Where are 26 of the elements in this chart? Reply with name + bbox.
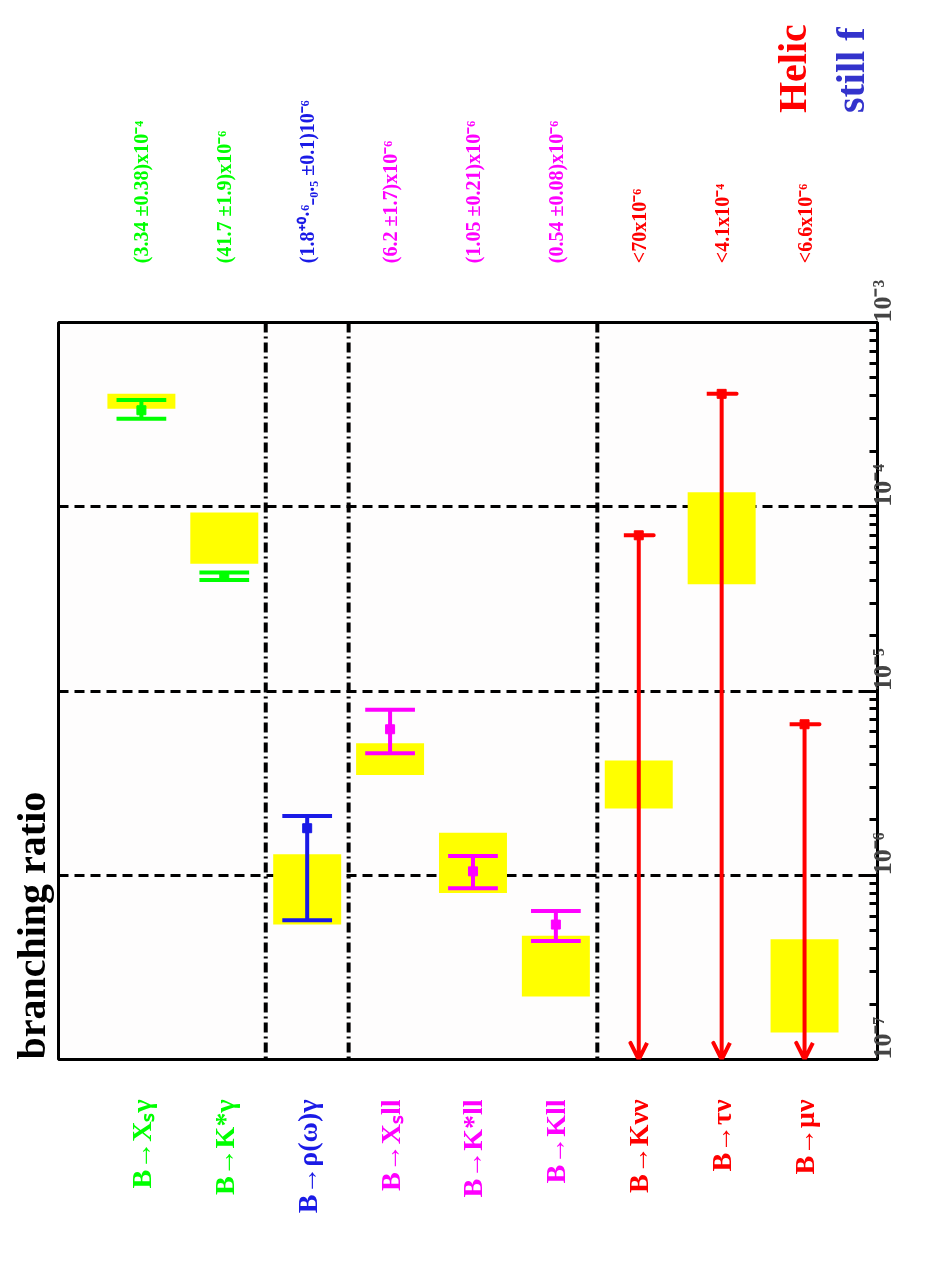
x-tick-label: B→Xₛll xyxy=(374,1099,406,1191)
data-label: (6.2 ±1.7)x10⁻⁶ xyxy=(379,140,403,264)
y-tick-label: 10⁻⁷ xyxy=(868,1016,897,1060)
text: still f xyxy=(827,26,873,114)
x-tick-label: B→μν xyxy=(789,1099,821,1175)
x-tick-label: B→τν xyxy=(706,1099,738,1172)
x-tick-label: B→Kνν xyxy=(623,1099,655,1193)
x-tick-label: B→ρ(ω)γ xyxy=(291,1099,323,1214)
x-tick-label: B→K*γ xyxy=(208,1099,240,1196)
data-label: <70x10⁻⁶ xyxy=(627,188,650,264)
data-label: <4.1x10⁻⁴ xyxy=(710,183,733,264)
x-tick-label: B→K*ll xyxy=(457,1099,489,1198)
text: branching ratio xyxy=(8,791,54,1060)
y-tick-label: 10⁻⁵ xyxy=(868,648,897,691)
y-tick-label: 10⁻⁴ xyxy=(868,463,897,507)
data-label: (1.05 ±0.21)x10⁻⁶ xyxy=(461,120,485,264)
data-label: <6.6x10⁻⁶ xyxy=(793,183,816,264)
y-tick-label: 10⁻³ xyxy=(868,279,897,323)
text: Helic xyxy=(769,24,815,114)
y-tick-label: 10⁻⁶ xyxy=(868,832,897,876)
data-label: (41.7 ±1.9)x10⁻⁶ xyxy=(213,130,237,264)
data-label: (3.34 ±0.38)x10⁻⁴ xyxy=(130,120,154,264)
x-tick-label: B→Kll xyxy=(540,1099,572,1184)
x-tick-label: B→Xₛγ xyxy=(125,1099,157,1189)
data-label: (1.8⁺⁰·⁶₋₀.₅ ±0.1)10⁻⁶ xyxy=(296,100,320,264)
data-label: (0.54 ±0.08)x10⁻⁶ xyxy=(544,120,568,264)
